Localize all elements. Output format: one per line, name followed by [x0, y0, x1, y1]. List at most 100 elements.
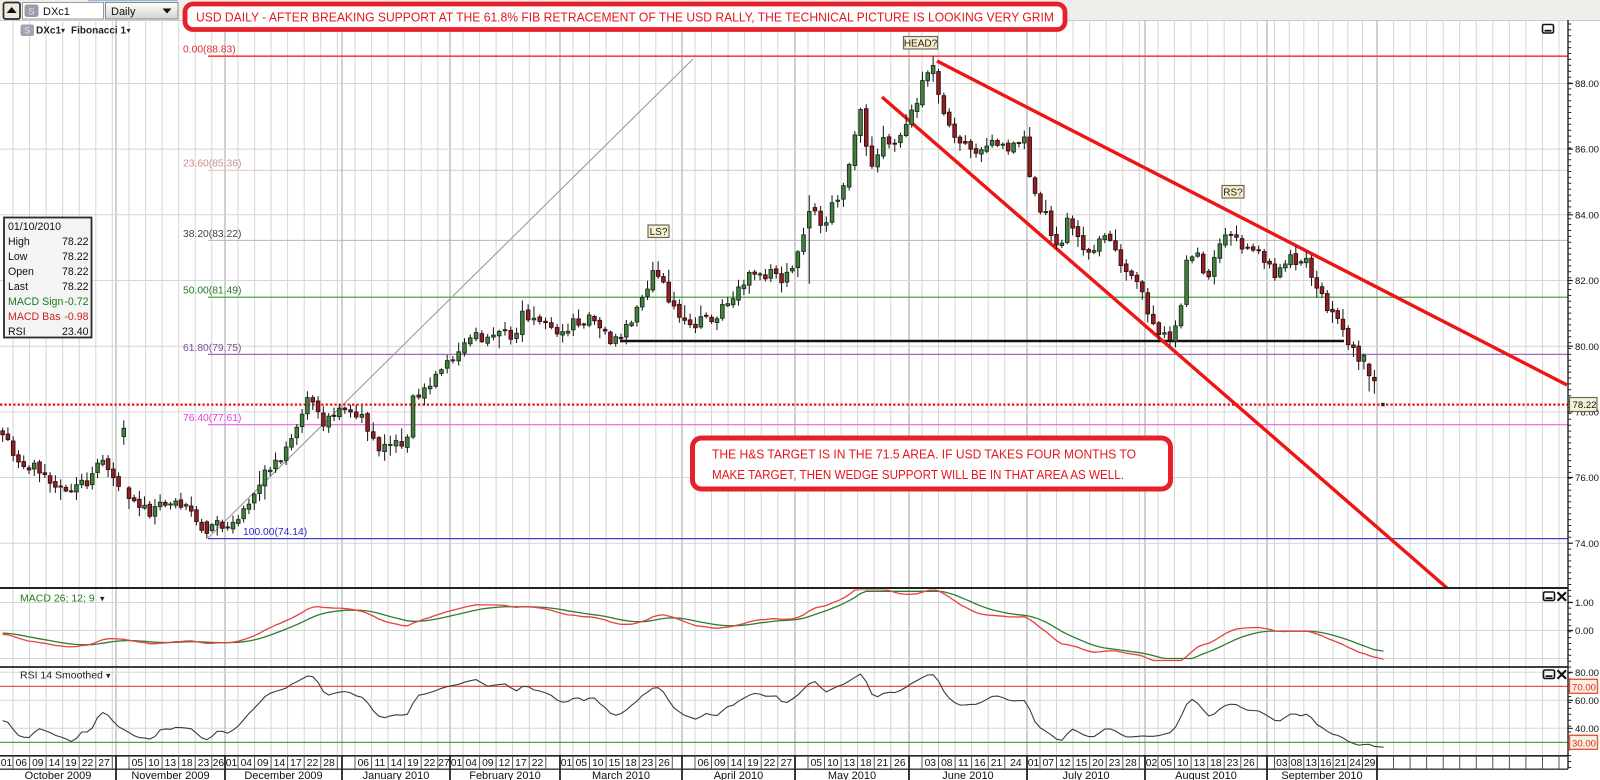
- svg-text:78.22: 78.22: [62, 281, 89, 293]
- svg-text:70.00: 70.00: [1572, 682, 1596, 693]
- svg-text:Low: Low: [8, 251, 28, 263]
- svg-text:13: 13: [165, 758, 177, 769]
- svg-text:11: 11: [374, 758, 385, 769]
- svg-text:23.60(85.36): 23.60(85.36): [183, 159, 241, 170]
- svg-text:22: 22: [532, 758, 544, 769]
- svg-text:22: 22: [307, 758, 319, 769]
- svg-text:10: 10: [827, 758, 839, 769]
- svg-text:April 2010: April 2010: [714, 770, 764, 780]
- svg-text:18: 18: [181, 758, 193, 769]
- svg-text:12: 12: [1059, 758, 1071, 769]
- svg-text:HEAD?: HEAD?: [904, 39, 938, 50]
- svg-text:80.00: 80.00: [1575, 668, 1599, 679]
- svg-text:14: 14: [274, 758, 286, 769]
- svg-text:▾: ▾: [100, 594, 105, 604]
- svg-text:21: 21: [1335, 758, 1347, 769]
- svg-text:MAKE TARGET, THEN WEDGE SUPPOR: MAKE TARGET, THEN WEDGE SUPPORT WILL BE …: [712, 467, 1124, 482]
- svg-text:78.00: 78.00: [1575, 408, 1599, 419]
- svg-text:23.40: 23.40: [62, 326, 89, 338]
- svg-text:86.00: 86.00: [1575, 145, 1599, 156]
- svg-text:-0.72: -0.72: [64, 296, 88, 308]
- svg-text:August 2010: August 2010: [1175, 770, 1237, 780]
- svg-text:78.22: 78.22: [62, 251, 89, 263]
- svg-text:76.40(77.61): 76.40(77.61): [183, 413, 241, 424]
- svg-text:November 2009: November 2009: [131, 770, 209, 780]
- svg-text:15: 15: [609, 758, 621, 769]
- svg-text:27: 27: [98, 758, 110, 769]
- svg-text:01: 01: [226, 758, 238, 769]
- svg-text:October 2009: October 2009: [25, 770, 92, 780]
- svg-text:78.22: 78.22: [1573, 400, 1597, 411]
- svg-text:27: 27: [781, 758, 793, 769]
- svg-text:Daily: Daily: [111, 6, 136, 18]
- svg-text:13: 13: [1194, 758, 1206, 769]
- svg-text:26: 26: [213, 758, 225, 769]
- svg-text:26: 26: [1243, 758, 1255, 769]
- svg-text:23: 23: [198, 758, 210, 769]
- svg-text:23: 23: [1227, 758, 1239, 769]
- svg-text:23: 23: [1109, 758, 1121, 769]
- svg-text:23: 23: [642, 758, 654, 769]
- svg-text:76.00: 76.00: [1575, 473, 1599, 484]
- svg-text:11: 11: [958, 758, 969, 769]
- svg-text:17: 17: [290, 758, 302, 769]
- svg-text:▾: ▾: [106, 671, 111, 681]
- svg-text:0.00(88.83): 0.00(88.83): [183, 45, 236, 56]
- svg-text:28: 28: [1125, 758, 1137, 769]
- svg-text:19: 19: [747, 758, 759, 769]
- svg-text:80.00: 80.00: [1575, 342, 1599, 353]
- svg-text:14: 14: [49, 758, 61, 769]
- svg-text:26: 26: [894, 758, 906, 769]
- svg-text:03: 03: [925, 758, 937, 769]
- svg-text:14: 14: [731, 758, 743, 769]
- svg-text:02: 02: [1146, 758, 1158, 769]
- svg-text:09: 09: [482, 758, 494, 769]
- svg-text:18: 18: [625, 758, 637, 769]
- svg-text:01: 01: [561, 758, 573, 769]
- svg-text:16: 16: [1320, 758, 1332, 769]
- svg-text:01: 01: [1, 758, 13, 769]
- svg-text:▾: ▾: [127, 26, 131, 35]
- svg-text:MACD Bas: MACD Bas: [8, 311, 60, 323]
- svg-text:Fibonacci 1: Fibonacci 1: [71, 26, 126, 37]
- svg-text:21: 21: [991, 758, 1003, 769]
- svg-text:September 2010: September 2010: [1281, 770, 1362, 780]
- svg-text:12: 12: [499, 758, 511, 769]
- svg-text:05: 05: [1161, 758, 1173, 769]
- svg-text:0.00: 0.00: [1575, 626, 1594, 637]
- svg-text:29: 29: [1364, 758, 1376, 769]
- svg-text:MACD 26; 12; 9: MACD 26; 12; 9: [20, 593, 95, 605]
- svg-text:RSI: RSI: [8, 326, 26, 338]
- svg-text:S: S: [28, 6, 34, 17]
- svg-text:RSI 14 Smoothed: RSI 14 Smoothed: [20, 670, 103, 682]
- svg-text:19: 19: [65, 758, 77, 769]
- svg-text:16: 16: [974, 758, 986, 769]
- svg-text:88.00: 88.00: [1575, 79, 1599, 90]
- svg-text:10: 10: [1177, 758, 1189, 769]
- svg-text:27: 27: [438, 758, 450, 769]
- svg-text:01: 01: [1028, 758, 1040, 769]
- svg-text:04: 04: [466, 758, 478, 769]
- svg-text:DXc1: DXc1: [36, 26, 61, 37]
- svg-text:22: 22: [424, 758, 436, 769]
- svg-text:05: 05: [576, 758, 588, 769]
- svg-text:USD DAILY - AFTER BREAKING SUP: USD DAILY - AFTER BREAKING SUPPORT AT TH…: [196, 10, 1054, 25]
- svg-text:01: 01: [451, 758, 463, 769]
- svg-text:60.00: 60.00: [1575, 696, 1599, 707]
- svg-text:13: 13: [844, 758, 856, 769]
- svg-text:09: 09: [714, 758, 726, 769]
- svg-text:February 2010: February 2010: [469, 770, 541, 780]
- svg-text:June 2010: June 2010: [942, 770, 993, 780]
- svg-text:Open: Open: [8, 266, 34, 278]
- svg-text:-0.98: -0.98: [64, 311, 88, 323]
- svg-text:24: 24: [1010, 758, 1022, 769]
- svg-text:78.22: 78.22: [62, 236, 89, 248]
- svg-text:20: 20: [1092, 758, 1104, 769]
- svg-text:06: 06: [698, 758, 710, 769]
- svg-text:January 2010: January 2010: [363, 770, 430, 780]
- svg-text:December 2009: December 2009: [244, 770, 322, 780]
- svg-text:RS?: RS?: [1223, 188, 1243, 199]
- svg-text:May 2010: May 2010: [828, 770, 876, 780]
- svg-text:08: 08: [941, 758, 953, 769]
- svg-text:13: 13: [1305, 758, 1317, 769]
